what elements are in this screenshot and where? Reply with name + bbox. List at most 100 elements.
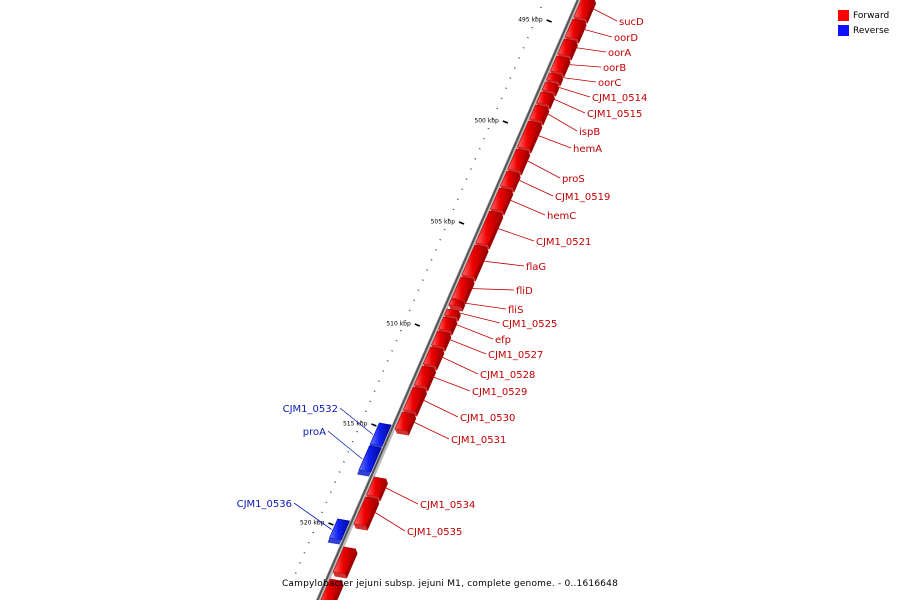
minor-tick xyxy=(434,248,437,251)
gene-flis xyxy=(448,298,466,312)
minor-tick xyxy=(452,208,455,211)
legend-label-reverse: Reverse xyxy=(853,25,890,36)
gene-labels: sucD oorD oorA oorB oorC CJM1_0514 CJM1_0515is… xyxy=(237,17,648,538)
minor-tick xyxy=(478,147,481,150)
gene-label-cjm1-0536: CJM1_0536 xyxy=(237,499,292,510)
tick-label-495-kbp: 495 kbp xyxy=(518,17,543,24)
gene-label-flag: flaG xyxy=(526,262,546,273)
minor-tick xyxy=(408,309,411,312)
minor-tick xyxy=(404,319,407,322)
minor-tick xyxy=(474,158,477,160)
minor-tick xyxy=(399,329,402,332)
leader-ispb xyxy=(546,112,578,132)
minor-tick xyxy=(448,218,451,221)
leader-cjm1-0521 xyxy=(496,227,535,242)
minor-tick xyxy=(439,238,442,241)
minor-tick xyxy=(531,26,534,29)
gene-cjm1-0531 xyxy=(394,411,417,436)
leader-cjm1-0525 xyxy=(459,312,501,324)
minor-tick xyxy=(426,269,429,271)
gene-label-hemc: hemC xyxy=(547,211,576,222)
gene-label-cjm1-0527: CJM1_0527 xyxy=(488,350,543,361)
leader-cjm1-0534 xyxy=(383,486,419,505)
gene-label-oorc: oorC xyxy=(598,78,621,89)
leader-efp xyxy=(454,323,494,340)
major-ticks: 495 kbp 500 kbp 505 kbp 510 kbp 515 kbp 520 k… xyxy=(300,17,552,527)
major-tick xyxy=(502,120,509,124)
gene-cjm1-0536 xyxy=(327,518,351,545)
tick-label-515-kbp: 515 kbp xyxy=(343,421,368,428)
minor-tick xyxy=(395,339,398,342)
minor-tick xyxy=(518,57,521,59)
minor-tick xyxy=(338,471,341,473)
legend-item-forward: Forward xyxy=(838,8,889,23)
minor-tick xyxy=(522,46,525,49)
leader-cjm1-0536 xyxy=(293,502,332,530)
minor-tick xyxy=(483,137,486,140)
gene-ispb xyxy=(529,104,550,126)
legend: Forward Reverse xyxy=(838,8,889,38)
gene-label-cjm1-0521: CJM1_0521 xyxy=(536,237,591,248)
minor-tick xyxy=(356,430,359,433)
gene-label-cjm1-0529: CJM1_0529 xyxy=(472,387,527,398)
minor-tick xyxy=(290,582,293,584)
gene-label-efp: efp xyxy=(495,335,511,346)
legend-item-reverse: Reverse xyxy=(838,23,889,38)
gene-label-cjm1-0515: CJM1_0515 xyxy=(587,109,642,120)
minor-tick xyxy=(509,77,512,79)
minor-tick xyxy=(496,107,499,110)
minor-tick xyxy=(347,450,350,453)
minor-tick xyxy=(491,117,494,120)
leader-cjm1-0515 xyxy=(552,98,586,114)
gene-label-cjm1-0530: CJM1_0530 xyxy=(460,413,515,424)
gene-label-cjm1-0528: CJM1_0528 xyxy=(480,370,535,381)
minor-tick xyxy=(417,289,420,292)
gene-features xyxy=(320,0,597,600)
leader-cjm1-0535 xyxy=(373,511,406,532)
leader-oorb xyxy=(567,64,602,68)
gene-label-cjm1-0532: CJM1_0532 xyxy=(283,404,338,415)
tick-label-500-kbp: 500 kbp xyxy=(474,118,499,125)
major-tick xyxy=(414,323,421,327)
leader-oora xyxy=(574,47,607,53)
minor-tick xyxy=(364,410,367,413)
label-leader-lines xyxy=(293,7,618,532)
minor-tick xyxy=(391,349,394,352)
leader-proa xyxy=(327,430,363,460)
gene-label-flis: fliS xyxy=(508,305,523,316)
minor-tick xyxy=(386,360,389,362)
tick-label-510-kbp: 510 kbp xyxy=(386,321,411,328)
gene-cjm1-0532 xyxy=(368,422,392,451)
leader-oorc xyxy=(561,77,597,83)
minor-tick xyxy=(465,178,468,180)
leader-flis xyxy=(463,302,507,310)
gene-label-flid: fliD xyxy=(516,286,533,297)
gene-label-pros: proS xyxy=(562,174,585,185)
gene-unlabeled-0 xyxy=(332,546,358,579)
leader-cjm1-0527 xyxy=(448,338,487,355)
minor-tick xyxy=(461,188,464,191)
major-tick xyxy=(546,19,552,23)
minor-tick xyxy=(351,440,354,443)
gene-proa xyxy=(357,445,382,477)
leader-oord xyxy=(582,28,613,38)
gene-unlabeled-1 xyxy=(320,578,344,600)
minor-tick xyxy=(456,198,459,201)
leader-cjm1-0514 xyxy=(557,86,591,98)
gene-label-cjm1-0535: CJM1_0535 xyxy=(407,527,462,538)
minor-tick xyxy=(342,461,345,463)
leader-cjm1-0530 xyxy=(421,399,459,418)
gene-label-cjm1-0534: CJM1_0534 xyxy=(420,500,475,511)
legend-swatch-forward xyxy=(838,10,849,21)
minor-tick xyxy=(487,127,490,130)
minor-tick xyxy=(469,168,472,170)
legend-label-forward: Forward xyxy=(853,10,890,21)
tick-label-520-kbp: 520 kbp xyxy=(300,520,325,527)
tick-label-505-kbp: 505 kbp xyxy=(431,219,456,226)
genome-backbone xyxy=(316,0,579,600)
major-tick xyxy=(458,221,465,225)
gene-label-oora: oorA xyxy=(608,48,631,59)
minor-tick xyxy=(505,87,507,90)
minor-tick xyxy=(303,551,306,554)
